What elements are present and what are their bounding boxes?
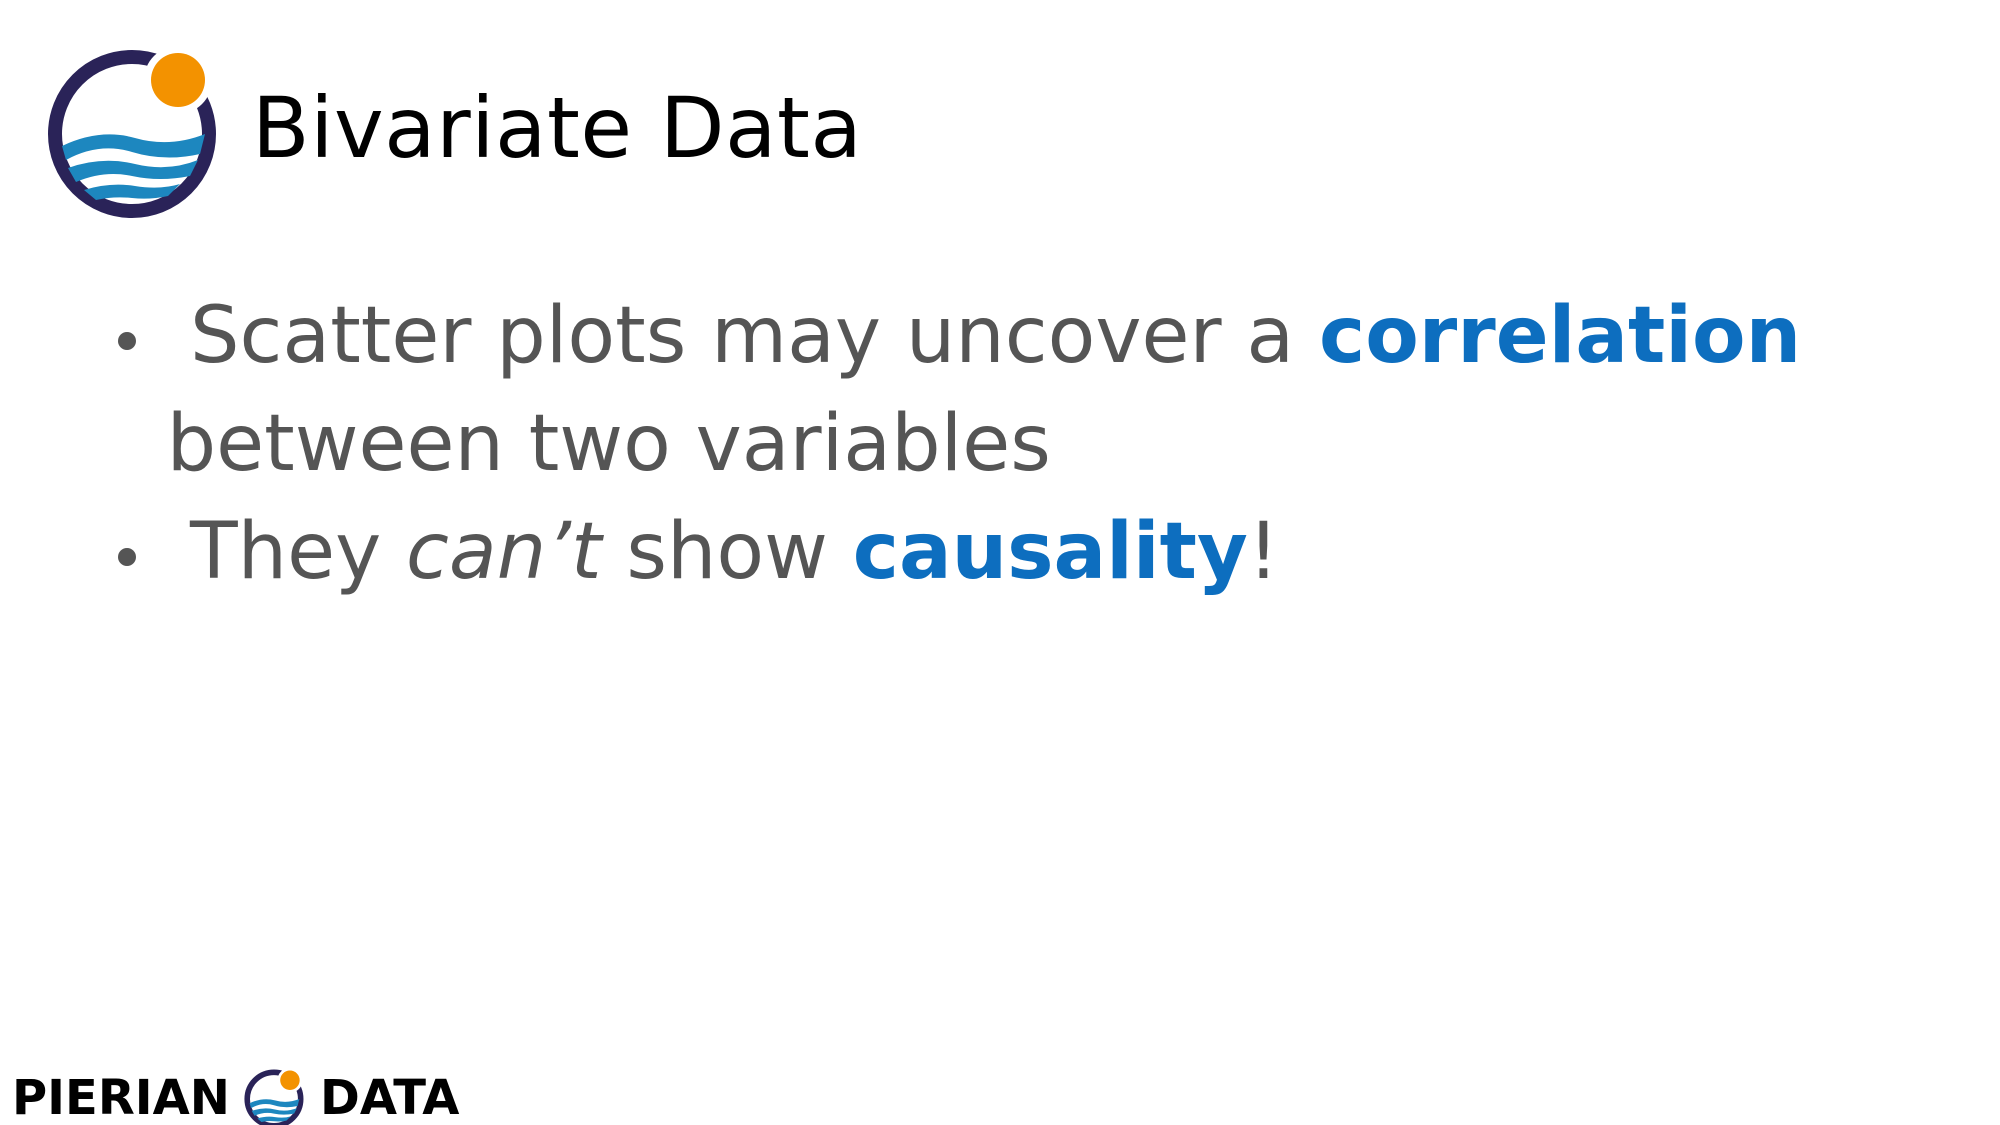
bullet-text: They xyxy=(190,507,407,597)
bullet-text: Scatter plots may uncover a xyxy=(190,291,1319,381)
pierian-data-logo-icon xyxy=(48,46,216,218)
bullet-text: show xyxy=(601,507,853,597)
bullet-dot-icon xyxy=(118,332,136,350)
pierian-data-logo-icon xyxy=(244,1067,304,1125)
slide-title: Bivariate Data xyxy=(252,79,863,177)
footer-brand: PIERIAN DATA xyxy=(12,1062,459,1125)
bullet-text: between two variables xyxy=(166,399,1051,489)
bullet-text: ! xyxy=(1247,507,1280,597)
bullet-item-causality: They can’t show causality! xyxy=(110,498,1810,606)
brand-right-text: DATA xyxy=(319,1070,460,1125)
brand-left-text: PIERIAN xyxy=(12,1070,230,1125)
highlight-correlation: correlation xyxy=(1318,291,1802,381)
emphasis-cant: can’t xyxy=(406,507,602,597)
bullet-list: Scatter plots may uncover a correlation … xyxy=(110,282,1810,606)
highlight-causality: causality xyxy=(852,507,1248,597)
bullet-dot-icon xyxy=(118,548,136,566)
bullet-item-correlation: Scatter plots may uncover a correlation … xyxy=(110,282,1810,498)
